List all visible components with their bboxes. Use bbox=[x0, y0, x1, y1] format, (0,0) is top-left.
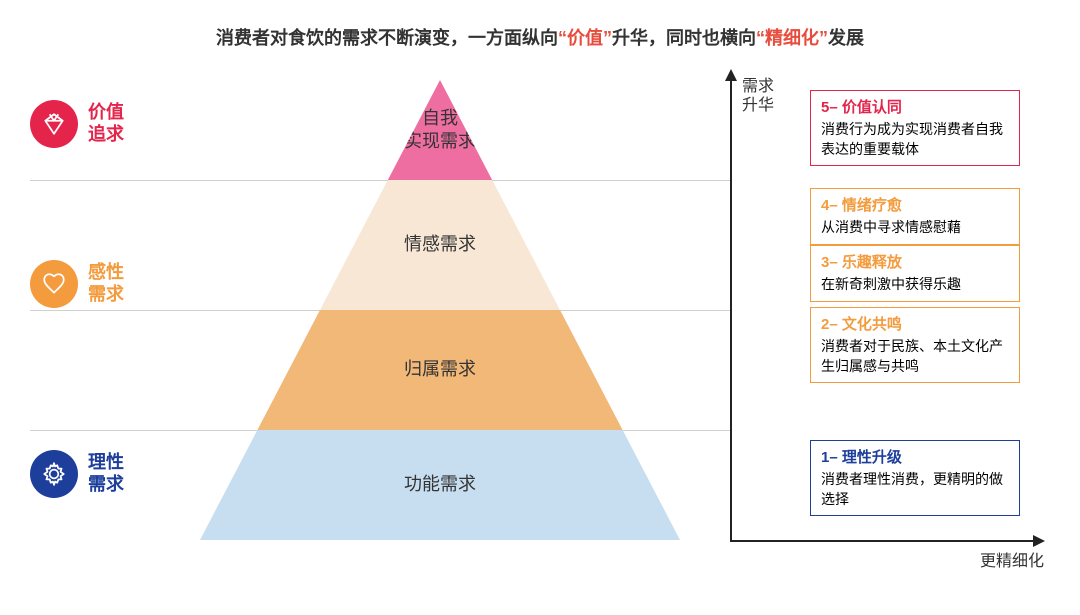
pyramid-tier-label: 自我实现需求 bbox=[404, 107, 476, 154]
pyramid: 自我实现需求情感需求归属需求功能需求 bbox=[200, 80, 680, 540]
left-item: 价值追求 bbox=[30, 100, 124, 148]
pyramid-tier-label: 功能需求 bbox=[404, 473, 476, 496]
title-highlight-2: “精细化” bbox=[756, 28, 828, 48]
gear-icon bbox=[30, 450, 78, 498]
annotation-box: 1– 理性升级消费者理性消费，更精明的做选择 bbox=[810, 440, 1020, 516]
annotation-box: 3– 乐趣释放在新奇刺激中获得乐趣 bbox=[810, 245, 1020, 302]
annotation-title: 1– 理性升级 bbox=[821, 447, 1009, 468]
pyramid-tier: 自我实现需求 bbox=[200, 80, 680, 180]
left-item: 理性需求 bbox=[30, 450, 124, 498]
title-pre: 消费者对食饮的需求不断演变，一方面纵向 bbox=[216, 28, 558, 48]
x-axis-arrow bbox=[1033, 535, 1045, 547]
title-highlight-1: “价值” bbox=[558, 28, 612, 48]
heart-icon bbox=[30, 260, 78, 308]
annotation-body: 消费者对于民族、本土文化产生归属感与共鸣 bbox=[821, 337, 1009, 376]
annotation-body: 消费行为成为实现消费者自我表达的重要载体 bbox=[821, 120, 1009, 159]
annotation-body: 从消费中寻求情感慰藉 bbox=[821, 218, 1009, 238]
annotation-title: 5– 价值认同 bbox=[821, 97, 1009, 118]
annotation-box: 4– 情绪疗愈从消费中寻求情感慰藉 bbox=[810, 188, 1020, 245]
pyramid-tier-label: 情感需求 bbox=[404, 233, 476, 256]
page-title: 消费者对食饮的需求不断演变，一方面纵向“价值”升华，同时也横向“精细化”发展 bbox=[0, 0, 1080, 50]
diamond-icon bbox=[30, 100, 78, 148]
left-item-label: 价值追求 bbox=[88, 102, 124, 145]
annotation-title: 4– 情绪疗愈 bbox=[821, 195, 1009, 216]
diagram-stage: 价值追求感性需求理性需求 自我实现需求情感需求归属需求功能需求 需求升华 更精细… bbox=[30, 80, 1050, 585]
y-axis-label: 需求升华 bbox=[742, 77, 774, 115]
left-item-label: 感性需求 bbox=[88, 262, 124, 305]
annotation-box: 5– 价值认同消费行为成为实现消费者自我表达的重要载体 bbox=[810, 90, 1020, 166]
pyramid-tier: 归属需求 bbox=[200, 310, 680, 430]
left-item-label: 理性需求 bbox=[88, 452, 124, 495]
pyramid-tier: 功能需求 bbox=[200, 430, 680, 540]
title-post: 发展 bbox=[828, 28, 864, 48]
annotation-title: 3– 乐趣释放 bbox=[821, 252, 1009, 273]
y-axis-arrow bbox=[725, 69, 737, 81]
pyramid-tier-label: 归属需求 bbox=[404, 358, 476, 381]
annotation-box: 2– 文化共鸣消费者对于民族、本土文化产生归属感与共鸣 bbox=[810, 307, 1020, 383]
x-axis-label: 更精细化 bbox=[980, 552, 1044, 571]
left-item: 感性需求 bbox=[30, 260, 124, 308]
x-axis bbox=[730, 540, 1035, 542]
annotation-body: 在新奇刺激中获得乐趣 bbox=[821, 275, 1009, 295]
pyramid-tier: 情感需求 bbox=[200, 180, 680, 310]
left-column: 价值追求感性需求理性需求 bbox=[30, 80, 180, 540]
title-mid: 升华，同时也横向 bbox=[612, 28, 756, 48]
annotation-title: 2– 文化共鸣 bbox=[821, 314, 1009, 335]
annotation-body: 消费者理性消费，更精明的做选择 bbox=[821, 470, 1009, 509]
y-axis bbox=[730, 75, 732, 540]
